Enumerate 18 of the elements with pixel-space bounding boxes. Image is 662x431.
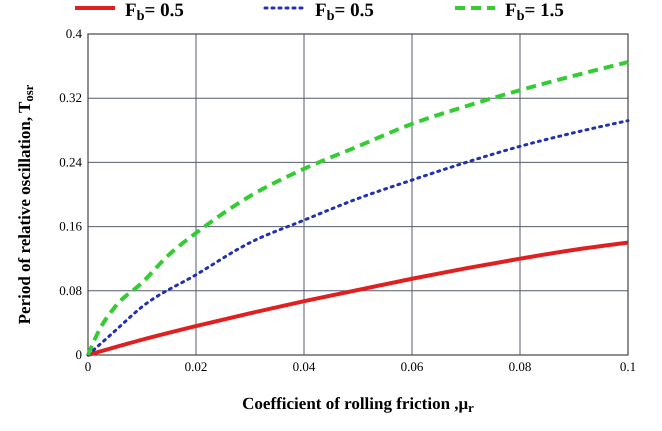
legend-label: F$_{b}$= 1.5 — [505, 0, 564, 24]
x-tick-label: 0.02 — [184, 359, 208, 374]
legend-label: F$_{b}$= 0.5 — [315, 0, 374, 24]
x-tick-label: 0.06 — [400, 359, 424, 374]
y-tick-label: 0.08 — [59, 282, 82, 298]
y-tick-label: 0 — [76, 347, 82, 362]
y-tick-label: 0.16 — [59, 218, 82, 234]
y-tick-label: 0.24 — [59, 154, 82, 170]
legend-label: F$_{b}$= 0.5 — [125, 0, 184, 24]
x-tick-label: 0.04 — [292, 359, 316, 374]
line-series — [86, 119, 630, 356]
y-tick-label: 0.4 — [66, 26, 82, 41]
x-axis-title: Coefficient of rolling friction ,μ$_{r}$ — [242, 394, 474, 416]
line-series — [86, 240, 630, 357]
y-tick-label: 0.32 — [59, 90, 82, 106]
x-tick-label: 0.1 — [620, 359, 636, 374]
line-series — [86, 60, 630, 357]
x-tick-label: 0.08 — [508, 359, 532, 374]
